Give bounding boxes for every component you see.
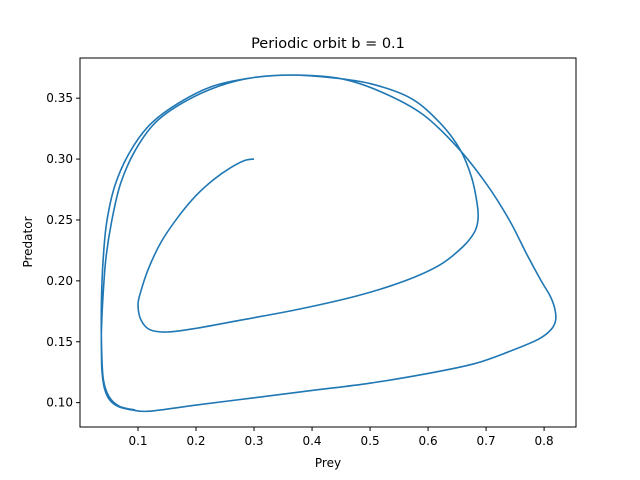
x-tick-label: 0.4 — [302, 434, 321, 448]
y-axis: 0.10 0.15 0.20 0.25 0.30 0.35 — [46, 91, 80, 410]
x-tick-label: 0.3 — [244, 434, 263, 448]
x-tick-label: 0.1 — [128, 434, 147, 448]
chart-title: Periodic orbit b = 0.1 — [251, 36, 405, 52]
axes-frame — [79, 57, 577, 428]
x-tick-label: 0.6 — [419, 434, 438, 448]
x-tick-label: 0.2 — [186, 434, 205, 448]
y-axis-label: Predator — [21, 216, 35, 267]
x-axis-label: Prey — [315, 456, 341, 470]
y-tick-label: 0.20 — [46, 274, 73, 288]
x-axis: 0.1 0.2 0.3 0.4 0.5 0.6 0.7 0.8 — [128, 427, 554, 448]
y-tick-label: 0.30 — [46, 152, 73, 166]
x-tick-label: 0.5 — [361, 434, 380, 448]
x-tick-label: 0.8 — [535, 434, 554, 448]
y-tick-label: 0.15 — [46, 335, 73, 349]
y-tick-label: 0.35 — [46, 91, 73, 105]
series-line-0 — [100, 74, 557, 413]
plot-area — [100, 74, 557, 413]
y-tick-label: 0.25 — [46, 213, 73, 227]
y-tick-label: 0.10 — [46, 396, 73, 410]
x-tick-label: 0.7 — [477, 434, 496, 448]
